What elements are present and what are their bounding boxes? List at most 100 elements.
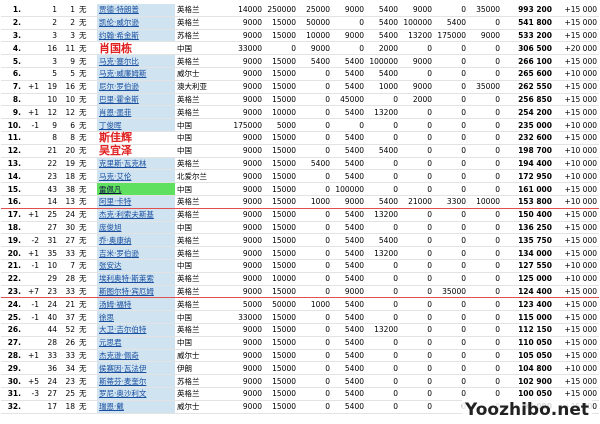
table-cell: 1. <box>1 4 23 17</box>
table-cell: 无 <box>77 323 97 337</box>
table-cell: 0 <box>434 169 468 184</box>
table-cell: 0 <box>400 387 434 401</box>
table-cell: 无 <box>77 233 97 248</box>
player-name[interactable]: 庞俊旭 <box>97 221 175 235</box>
table-cell: 26. <box>1 323 23 337</box>
table-cell: 5400 <box>332 400 366 414</box>
table-cell: +15 000 <box>554 233 599 248</box>
table-row: 19. -2 31 27 无乔·奥康纳 英格兰 9000 15000 0 5400 5400 0 0 0 1… <box>1 233 599 248</box>
player-name[interactable]: 张安达 <box>97 259 175 273</box>
table-cell: -2 <box>23 233 41 248</box>
table-cell: 5400 <box>332 144 366 158</box>
player-name[interactable]: 埃利奥特·斯莱索 <box>97 272 175 286</box>
table-cell <box>23 272 41 286</box>
table-cell: 15000 <box>264 310 298 324</box>
player-name[interactable]: 克里斯·瓦克林 <box>97 157 175 171</box>
table-cell: 7 <box>59 259 77 273</box>
table-cell: 0 <box>468 131 502 145</box>
table-cell: 24. <box>1 297 23 312</box>
table-cell: 无 <box>77 4 97 17</box>
table-cell: 0 <box>366 336 400 350</box>
table-cell: 110 050 <box>502 336 554 350</box>
table-row: 10. -1 9 6 无丁俊晖 中国 175000 5000 0 0 0 0 0 0 235 000 +10 … <box>1 118 599 132</box>
player-name[interactable]: 约翰·希金斯 <box>97 29 175 43</box>
table-cell: 9000 <box>230 144 264 158</box>
table-cell: 15000 <box>264 29 298 43</box>
player-name[interactable]: 徐思 <box>97 310 175 324</box>
table-cell: 5400 <box>298 157 332 171</box>
table-row: 24. -1 24 21 无汤姆·福特 英格兰 5000 50000 1000 5400 0 0 0 0 1… <box>1 297 599 312</box>
player-name[interactable]: 雷佩凡 <box>97 182 175 196</box>
table-row: 23. +7 23 33 无斯图尔特·宾厄姆 英格兰 9000 15000 0 9000 0 0 350… <box>1 284 599 299</box>
player-name[interactable]: 巴里·霍金斯 <box>97 93 175 107</box>
player-name[interactable]: 马克·艾伦 <box>97 169 175 184</box>
table-cell: 14000 <box>230 4 264 17</box>
table-cell: 中国 <box>175 182 230 196</box>
table-cell <box>23 67 41 81</box>
player-name[interactable]: 贾德·特朗普 <box>97 4 175 17</box>
table-cell: 235 000 <box>502 118 554 132</box>
player-name[interactable]: 吴宜泽 <box>97 144 175 158</box>
player-name[interactable]: 侯赛因·瓦法伊 <box>97 361 175 376</box>
table-cell: +10 000 <box>554 157 599 171</box>
table-cell: 0 <box>468 208 502 222</box>
table-cell: 0 <box>468 361 502 376</box>
player-name[interactable]: 凯伦·威尔逊 <box>97 16 175 30</box>
table-cell: 无 <box>77 221 97 235</box>
table-cell: 0 <box>298 233 332 248</box>
table-cell: 10. <box>1 118 23 132</box>
player-name[interactable]: 阿里·卡特 <box>97 194 175 209</box>
table-cell: 26 <box>59 336 77 350</box>
table-cell: 5400 <box>366 4 400 17</box>
table-cell: 6. <box>1 67 23 81</box>
table-cell: 9000 <box>230 131 264 145</box>
table-cell: 0 <box>468 105 502 120</box>
table-cell: 2000 <box>366 41 400 56</box>
player-name[interactable]: 吉米·罗伯逊 <box>97 246 175 260</box>
player-name[interactable]: 丁俊晖 <box>97 118 175 132</box>
table-cell: 100000 <box>332 182 366 196</box>
table-cell: +15 000 <box>554 54 599 68</box>
player-name[interactable]: 瑞恩·戴 <box>97 400 175 414</box>
player-name[interactable]: 斯蒂芬·麦奎尔 <box>97 374 175 388</box>
table-cell: 21 <box>59 297 77 312</box>
table-cell: 306 500 <box>502 41 554 56</box>
table-cell: 9000 <box>400 4 434 17</box>
player-name[interactable]: 大卫·吉尔伯特 <box>97 323 175 337</box>
table-cell: 5400 <box>332 323 366 337</box>
table-cell <box>23 157 41 171</box>
table-cell: 0 <box>298 182 332 196</box>
table-cell: 0 <box>400 131 434 145</box>
table-row: 6. 5 5 无马克·威廉姆斯 威尔士 9000 15000 0 5400 5400 0 0 0 265 … <box>1 67 599 81</box>
player-name[interactable]: 肖恩·墨菲 <box>97 105 175 120</box>
player-name[interactable]: 杰克逊·佩奇 <box>97 349 175 363</box>
player-name[interactable]: 尼尔·罗伯逊 <box>97 80 175 94</box>
table-cell: 18 <box>59 400 77 414</box>
table-cell: 0 <box>434 80 468 94</box>
player-name[interactable]: 斯图尔特·宾厄姆 <box>97 284 175 299</box>
player-name[interactable]: 乔·奥康纳 <box>97 233 175 248</box>
table-row: 16. 14 13 无阿里·卡特 英格兰 9000 15000 1000 9000 5400 210… <box>1 194 599 209</box>
table-cell: 9000 <box>230 246 264 260</box>
table-cell: 15000 <box>264 400 298 414</box>
table-cell: 16 <box>59 80 77 94</box>
table-cell: 9000 <box>230 259 264 273</box>
player-name[interactable]: 马克·威廉姆斯 <box>97 67 175 81</box>
table-cell: +10 000 <box>554 169 599 184</box>
table-cell: 33 <box>59 349 77 363</box>
player-name[interactable]: 马克·塞尔比 <box>97 54 175 68</box>
table-cell: 5400 <box>366 194 400 209</box>
table-cell: 中国 <box>175 259 230 273</box>
table-cell: 15000 <box>264 387 298 401</box>
table-row: 11. 8 8 无斯佳辉 中国 9000 15000 0 5400 0 0 0 0 232 600 +15 … <box>1 131 599 145</box>
player-name[interactable]: 肖国栋 <box>97 41 175 56</box>
player-name[interactable]: 罗尼·奥沙利文 <box>97 387 175 401</box>
player-name[interactable]: 斯佳辉 <box>97 131 175 145</box>
table-cell: 英格兰 <box>175 246 230 260</box>
table-cell: 0 <box>366 169 400 184</box>
table-cell: 0 <box>434 208 468 222</box>
player-name[interactable]: 元思君 <box>97 336 175 350</box>
player-name[interactable]: 杰克·利索夫斯基 <box>97 208 175 222</box>
player-name[interactable]: 汤姆·福特 <box>97 297 175 312</box>
table-cell: 43 <box>41 182 59 196</box>
